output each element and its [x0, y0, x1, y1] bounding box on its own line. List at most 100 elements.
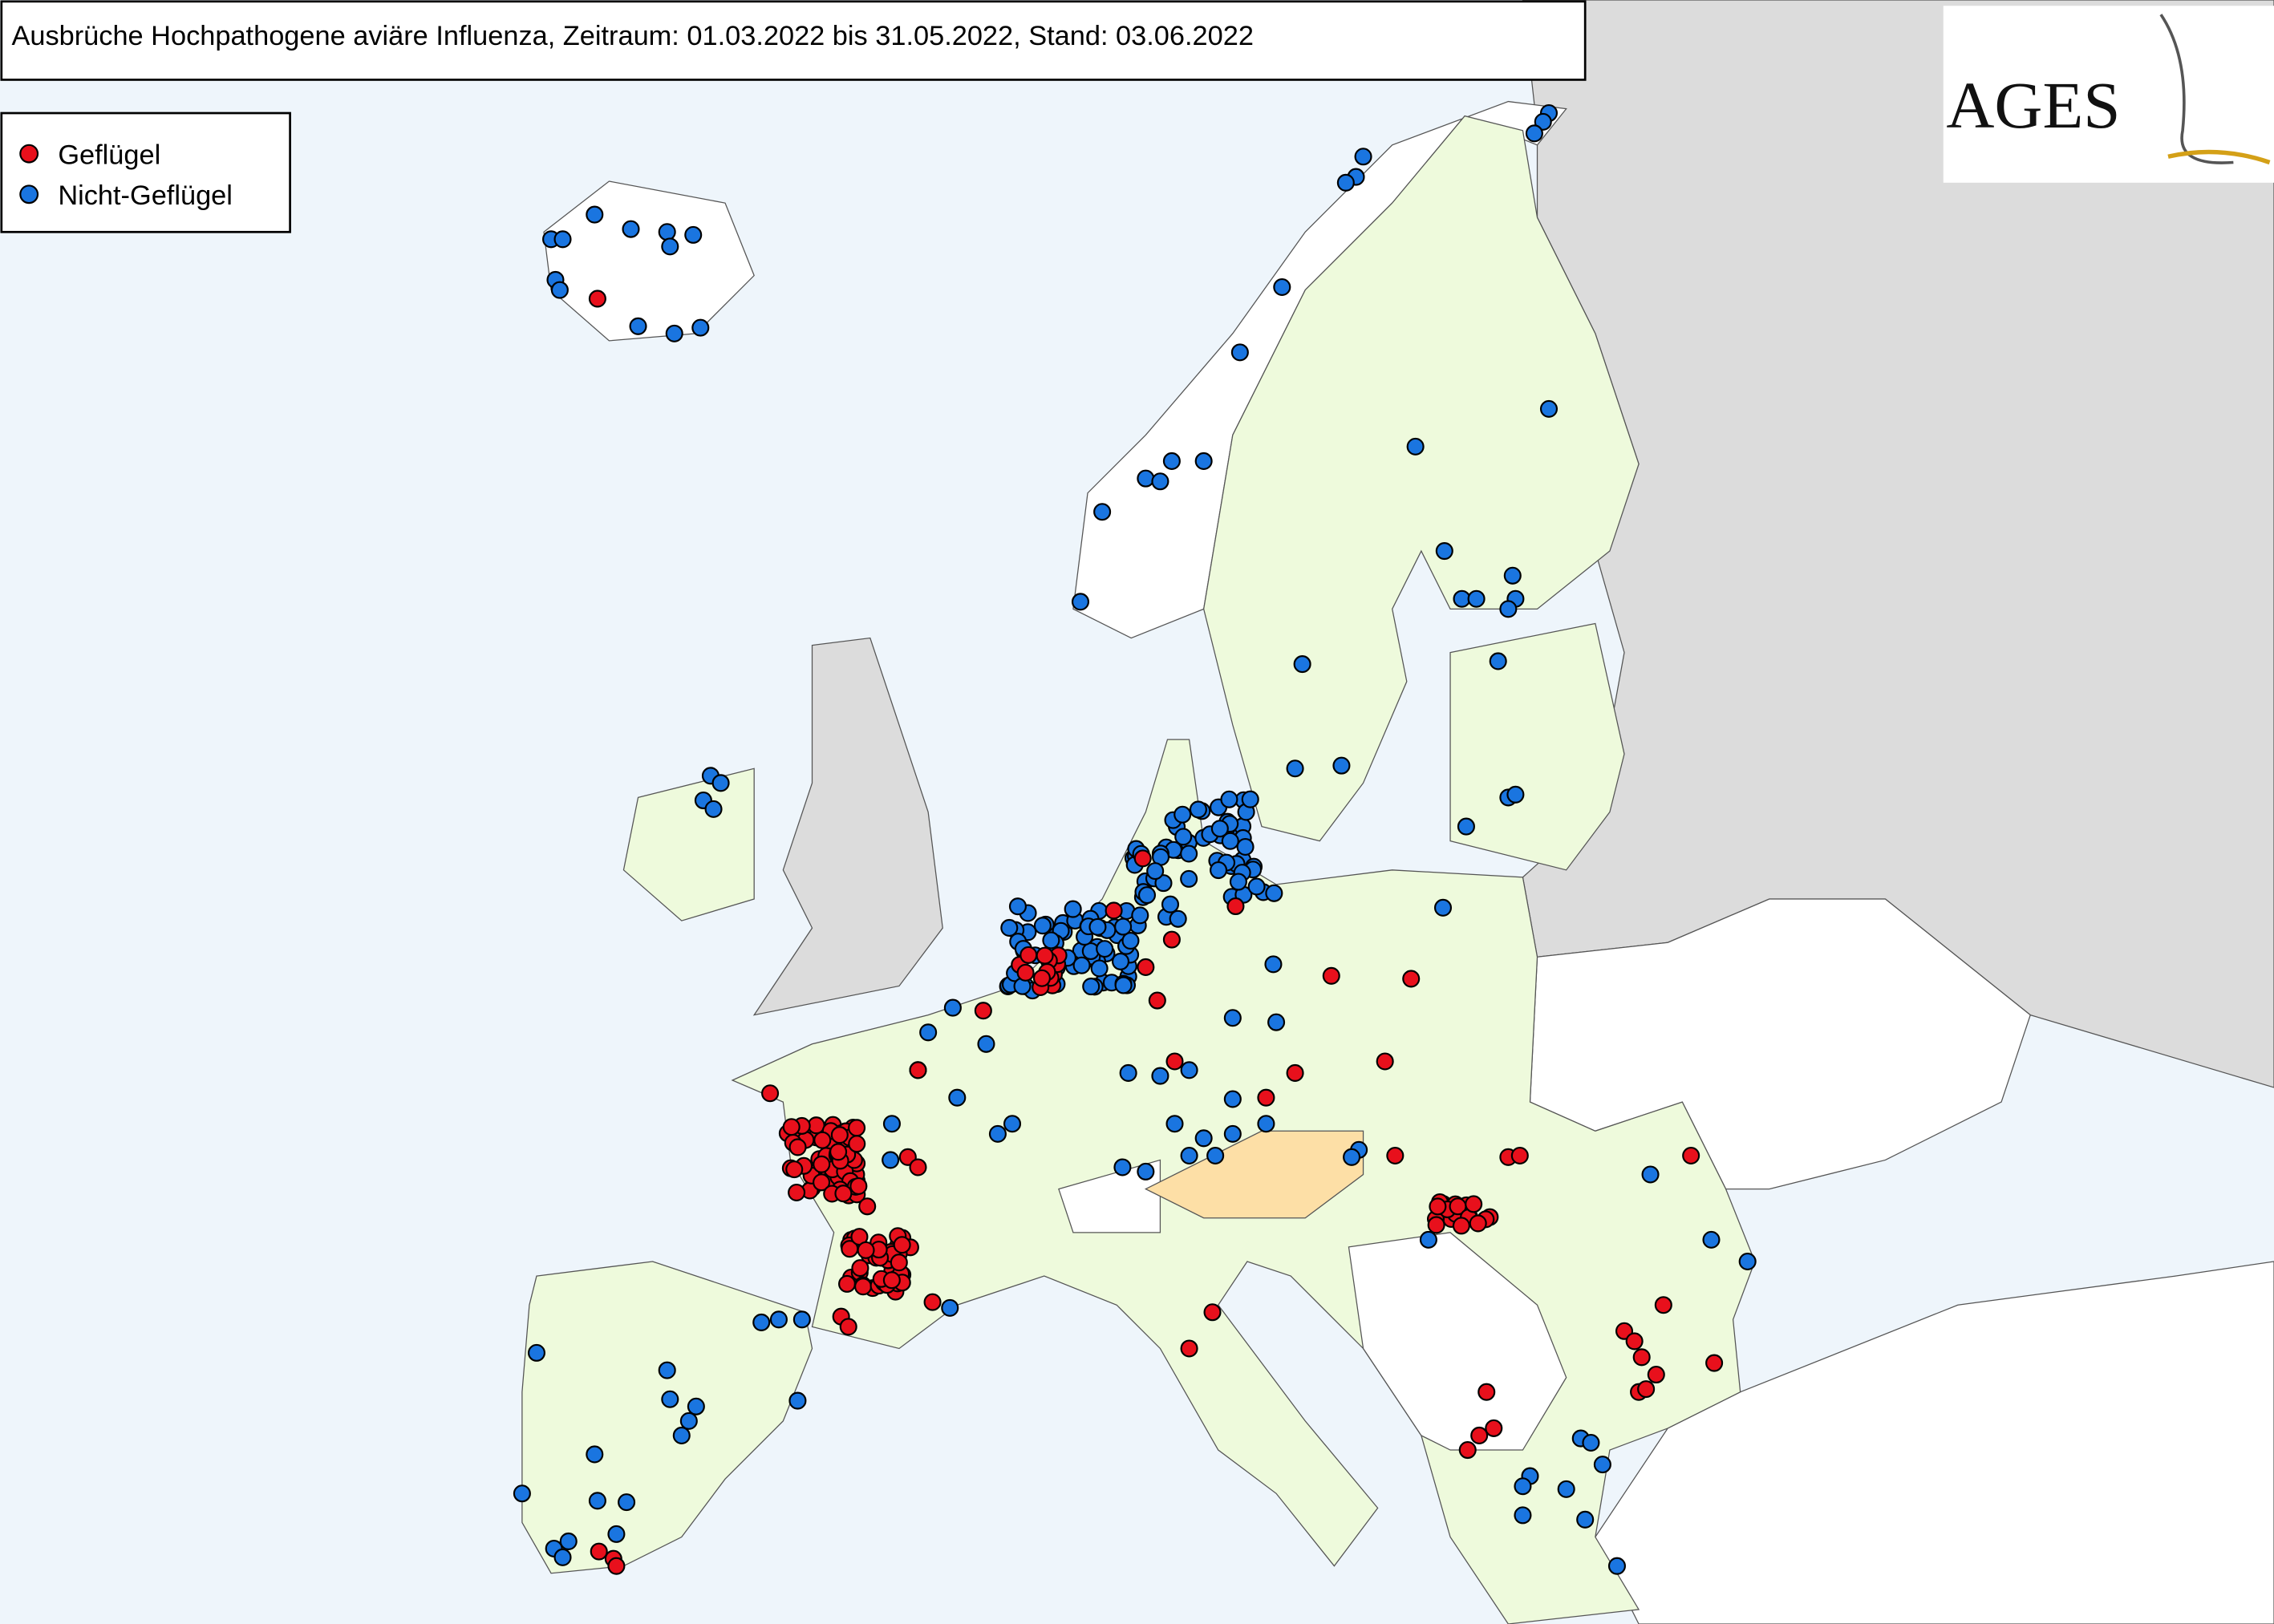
outbreak-marker	[1151, 1067, 1169, 1085]
outbreak-marker	[788, 1183, 806, 1202]
outbreak-marker	[1036, 946, 1054, 965]
outbreak-marker	[1033, 917, 1052, 935]
outbreak-marker	[782, 1118, 801, 1136]
outbreak-marker	[788, 1138, 807, 1156]
outbreak-marker	[1008, 897, 1027, 916]
outbreak-marker	[1257, 1115, 1275, 1133]
outbreak-marker	[1343, 1148, 1361, 1166]
outbreak-marker	[851, 1259, 869, 1278]
outbreak-marker	[769, 1310, 788, 1329]
outbreak-marker	[588, 1492, 606, 1510]
outbreak-marker	[1419, 1230, 1437, 1249]
outbreak-marker	[1257, 1088, 1275, 1107]
outbreak-marker	[1137, 1162, 1155, 1181]
outbreak-marker	[1593, 1456, 1611, 1474]
outbreak-marker	[1273, 277, 1291, 297]
outbreak-marker	[829, 1143, 848, 1161]
legend-marker	[19, 184, 39, 205]
outbreak-marker	[919, 1023, 938, 1042]
outbreak-marker	[1180, 1339, 1198, 1358]
outbreak-marker	[658, 1361, 676, 1379]
outbreak-marker	[1093, 503, 1112, 521]
outbreak-marker	[893, 1236, 911, 1254]
legend-label: Geflügel	[58, 140, 160, 170]
outbreak-marker	[1510, 1146, 1529, 1165]
outbreak-marker	[1576, 1510, 1595, 1529]
legend-label: Nicht-Geflügel	[58, 180, 233, 211]
outbreak-marker	[1435, 542, 1453, 561]
sweden-finland	[1203, 115, 1640, 842]
legend-box	[0, 111, 291, 233]
baltics	[1449, 622, 1625, 871]
outbreak-marker	[1336, 173, 1355, 192]
outbreak-marker	[882, 1271, 901, 1290]
outbreak-marker	[1503, 566, 1522, 585]
outbreak-marker	[607, 1557, 626, 1575]
outbreak-marker	[1162, 930, 1181, 949]
outbreak-marker	[834, 1185, 853, 1203]
outbreak-marker	[941, 1298, 959, 1317]
outbreak-marker	[1465, 1195, 1483, 1213]
outbreak-marker	[590, 1542, 608, 1561]
outbreak-marker	[618, 1493, 636, 1512]
outbreak-marker	[1267, 1013, 1286, 1031]
outbreak-marker	[857, 1241, 875, 1259]
outbreak-marker	[1223, 1090, 1242, 1108]
outbreak-marker	[882, 1151, 900, 1169]
outbreak-marker	[1458, 1441, 1477, 1460]
outbreak-marker	[1137, 886, 1157, 905]
outbreak-marker	[1485, 1419, 1503, 1437]
outbreak-marker	[679, 1411, 698, 1430]
logo-text: AGES	[1946, 68, 2120, 142]
outbreak-marker	[550, 281, 569, 299]
outbreak-marker	[1230, 343, 1249, 362]
logo-swoosh	[2167, 149, 2271, 165]
outbreak-marker	[553, 1548, 572, 1566]
outbreak-marker	[1738, 1252, 1757, 1271]
outbreak-marker	[1096, 940, 1114, 958]
balkans	[1348, 1232, 1567, 1451]
outbreak-marker	[1534, 112, 1552, 131]
outbreak-marker	[1165, 1052, 1184, 1071]
outbreak-marker	[948, 1088, 967, 1107]
outbreak-marker	[704, 800, 723, 818]
map-title: Ausbrüche Hochpathogene aviäre Influenza…	[11, 21, 1254, 51]
outbreak-marker	[1427, 1216, 1445, 1234]
outbreak-marker	[1180, 1061, 1198, 1079]
outbreak-marker	[1032, 969, 1051, 987]
outbreak-marker	[839, 1318, 857, 1336]
outbreak-marker	[1499, 600, 1518, 618]
outbreak-marker	[527, 1343, 546, 1362]
outbreak-marker	[1607, 1557, 1626, 1575]
outbreak-marker	[1223, 1009, 1242, 1027]
outbreak-marker	[890, 1253, 908, 1272]
outbreak-marker	[658, 223, 676, 241]
outbreak-marker	[1042, 931, 1060, 950]
outbreak-marker	[1223, 1124, 1242, 1143]
outbreak-marker	[1702, 1230, 1721, 1249]
outbreak-marker	[1113, 1158, 1132, 1176]
outbreak-marker	[1467, 589, 1486, 608]
outbreak-marker	[1169, 909, 1187, 928]
outbreak-marker	[1137, 469, 1155, 488]
outbreak-marker	[684, 225, 703, 244]
outbreak-marker	[1557, 1480, 1575, 1498]
outbreak-marker	[1189, 800, 1207, 819]
outbreak-marker	[1226, 897, 1245, 916]
outbreak-marker	[1194, 452, 1213, 470]
outbreak-marker	[1146, 862, 1165, 881]
outbreak-marker	[788, 1391, 807, 1410]
outbreak-marker	[977, 1035, 995, 1053]
outbreak-marker	[1064, 900, 1082, 918]
outbreak-marker	[1452, 1217, 1470, 1235]
outbreak-marker	[1236, 837, 1255, 857]
outbreak-marker	[1264, 955, 1283, 974]
outbreak-marker	[813, 1155, 831, 1173]
outbreak-marker	[1229, 873, 1247, 891]
outbreak-marker	[711, 774, 730, 792]
outbreak-marker	[849, 1176, 868, 1196]
outbreak-marker	[830, 1126, 849, 1144]
outbreak-marker	[1154, 874, 1173, 893]
outbreak-marker	[1137, 958, 1155, 976]
